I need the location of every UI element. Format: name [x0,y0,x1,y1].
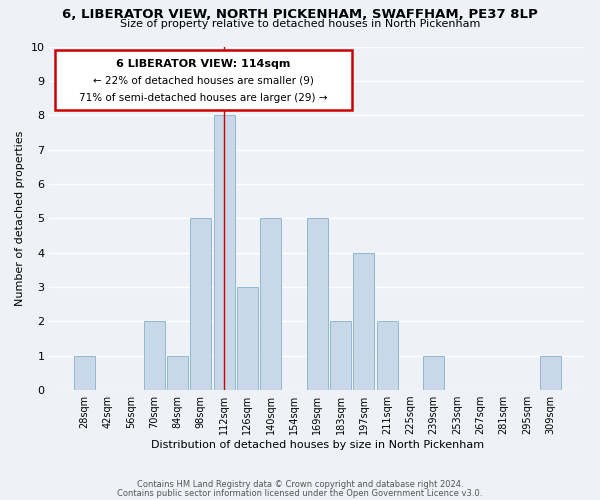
Bar [539,356,560,390]
Text: 71% of semi-detached houses are larger (29) →: 71% of semi-detached houses are larger (… [79,93,328,103]
Text: Size of property relative to detached houses in North Pickenham: Size of property relative to detached ho… [120,19,480,29]
Bar [260,218,281,390]
Bar [74,356,95,390]
FancyBboxPatch shape [55,50,352,110]
Bar [377,322,398,390]
Text: 6 LIBERATOR VIEW: 114sqm: 6 LIBERATOR VIEW: 114sqm [116,58,290,68]
Bar [237,287,258,390]
Text: ← 22% of detached houses are smaller (9): ← 22% of detached houses are smaller (9) [93,76,314,86]
Bar [423,356,444,390]
Bar [307,218,328,390]
Bar [143,322,164,390]
Text: Contains HM Land Registry data © Crown copyright and database right 2024.: Contains HM Land Registry data © Crown c… [137,480,463,489]
X-axis label: Distribution of detached houses by size in North Pickenham: Distribution of detached houses by size … [151,440,484,450]
Bar [167,356,188,390]
Text: 6, LIBERATOR VIEW, NORTH PICKENHAM, SWAFFHAM, PE37 8LP: 6, LIBERATOR VIEW, NORTH PICKENHAM, SWAF… [62,8,538,20]
Text: Contains public sector information licensed under the Open Government Licence v3: Contains public sector information licen… [118,488,482,498]
Bar [330,322,351,390]
Bar [353,252,374,390]
Bar [190,218,211,390]
Y-axis label: Number of detached properties: Number of detached properties [15,130,25,306]
Bar [214,115,235,390]
